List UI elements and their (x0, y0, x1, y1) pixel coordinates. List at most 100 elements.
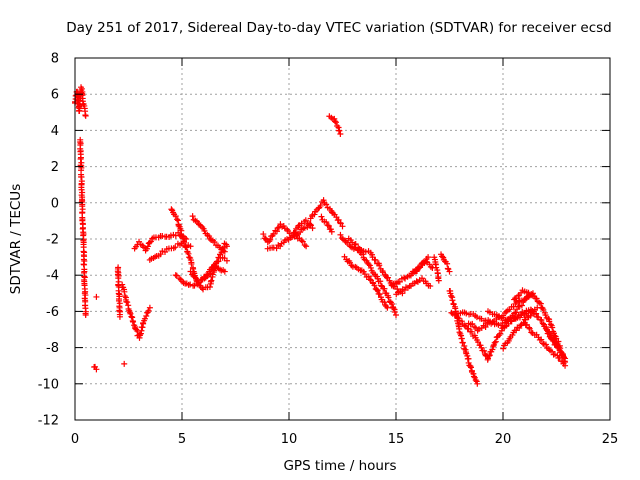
y-tick-label: -6 (46, 305, 59, 320)
data-point (270, 231, 277, 238)
data-point (540, 306, 547, 313)
data-point (401, 274, 408, 281)
data-point (299, 238, 306, 245)
data-point (474, 339, 481, 346)
data-point (303, 243, 310, 250)
data-point (293, 231, 300, 238)
data-point (128, 313, 135, 320)
data-point (146, 239, 153, 246)
data-point (174, 216, 181, 223)
data-point (317, 202, 324, 209)
data-point (472, 377, 479, 384)
data-point (474, 380, 481, 387)
data-point (490, 343, 497, 350)
data-point (547, 321, 554, 328)
data-point (208, 277, 215, 284)
data-point (365, 261, 372, 268)
data-point (425, 254, 432, 261)
data-point (274, 225, 281, 232)
data-point (501, 309, 508, 316)
data-point (559, 351, 566, 358)
data-point (390, 305, 397, 312)
data-point (206, 284, 213, 291)
data-point (129, 314, 136, 321)
data-point (211, 238, 218, 245)
data-point (82, 312, 89, 319)
x-tick-label: 5 (178, 432, 186, 447)
data-point (545, 330, 552, 337)
data-point (550, 337, 557, 344)
data-point (136, 331, 143, 338)
data-point (159, 248, 166, 255)
data-point (216, 266, 223, 273)
data-point (500, 345, 507, 352)
data-point (203, 272, 210, 279)
x-tick-label: 15 (388, 432, 405, 447)
data-point (491, 339, 498, 346)
x-tick-label: 10 (281, 432, 298, 447)
y-tick-label: 6 (51, 88, 59, 103)
data-point (320, 197, 327, 204)
data-point (446, 268, 453, 275)
data-point (116, 313, 123, 320)
y-tick-label: -4 (46, 269, 59, 284)
data-point (512, 309, 519, 316)
data-point (562, 362, 569, 369)
data-point (401, 287, 408, 294)
data-point (373, 286, 380, 293)
data-point (183, 244, 190, 251)
data-point (143, 312, 150, 319)
data-point (515, 292, 522, 299)
data-point (204, 271, 211, 278)
data-point (559, 358, 566, 365)
data-point (267, 236, 274, 243)
data-point (489, 319, 496, 326)
y-tick-label: -12 (38, 414, 59, 429)
data-point (549, 324, 556, 331)
data-point (223, 257, 230, 264)
data-point (374, 287, 381, 294)
data-point (525, 289, 532, 296)
data-point (127, 310, 134, 317)
data-point (478, 344, 485, 351)
y-tick-label: 4 (51, 124, 59, 139)
data-point (492, 338, 499, 345)
data-point (352, 263, 359, 270)
y-tick-label: 8 (51, 52, 59, 67)
data-point (141, 315, 148, 322)
data-point (175, 222, 182, 229)
data-point (180, 238, 187, 245)
data-point (439, 253, 446, 260)
data-point (130, 318, 137, 325)
data-point (336, 127, 343, 134)
data-point (378, 282, 385, 289)
data-point (140, 244, 147, 251)
data-point (189, 213, 196, 220)
data-point (526, 325, 533, 332)
data-point (191, 282, 198, 289)
data-point (435, 277, 442, 284)
data-point (185, 250, 192, 257)
y-tick-label: -2 (46, 233, 59, 248)
data-point (144, 243, 151, 250)
data-point (448, 292, 455, 299)
data-point (365, 273, 372, 280)
data-point (486, 352, 493, 359)
data-point (298, 237, 305, 244)
data-point (147, 238, 154, 245)
data-point (461, 345, 468, 352)
y-tick-label: 0 (51, 196, 59, 211)
x-tick-label: 20 (495, 432, 512, 447)
data-point (384, 304, 391, 311)
data-point (337, 131, 344, 138)
data-point (318, 213, 325, 220)
data-point (146, 304, 153, 311)
data-point (372, 256, 379, 263)
data-point (121, 360, 128, 367)
data-point (77, 156, 84, 163)
data-point (543, 327, 550, 334)
data-point (159, 232, 166, 239)
data-point (527, 312, 534, 319)
data-point (533, 295, 540, 302)
